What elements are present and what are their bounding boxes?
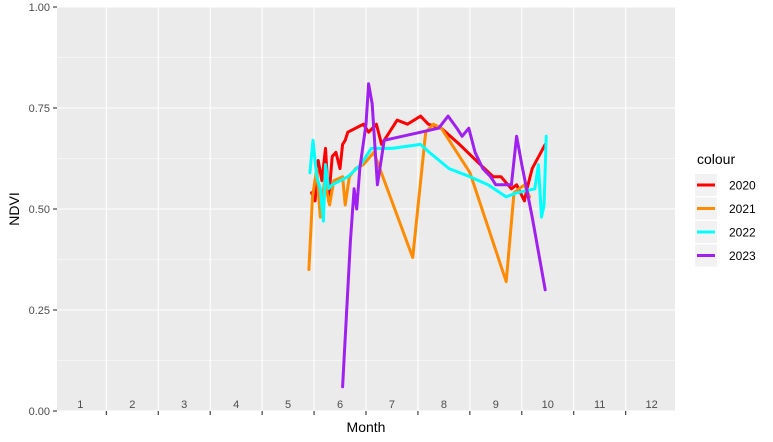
x-tick-label: 3 <box>181 399 187 411</box>
y-axis-ticks <box>53 6 57 412</box>
x-tick-label: 11 <box>594 399 605 411</box>
y-axis-title: NDVI <box>6 192 22 225</box>
legend-label-2020: 2020 <box>729 179 756 193</box>
x-tick-label: 4 <box>233 399 239 411</box>
x-tick-label: 12 <box>646 399 658 411</box>
legend-label-2021: 2021 <box>729 202 756 216</box>
legend-label-2022: 2022 <box>729 226 756 240</box>
y-tick-labels: 0.00 0.25 0.50 0.75 1.00 <box>29 2 50 418</box>
x-tick-label: 2 <box>129 399 135 411</box>
x-tick-label: 1 <box>77 399 83 411</box>
x-axis-ticks <box>105 411 627 415</box>
x-tick-label: 8 <box>441 399 447 411</box>
series-line-2022 <box>308 134 548 223</box>
x-tick-label: 6 <box>337 399 343 411</box>
x-tick-label: 7 <box>389 399 395 411</box>
x-tick-label: 5 <box>285 399 291 411</box>
series-line-2023 <box>341 82 547 389</box>
legend: colour 2020 2021 2022 2023 <box>695 151 756 267</box>
x-tick-label: 9 <box>493 399 499 411</box>
y-tick-label: 1.00 <box>29 2 50 14</box>
x-tick-labels: 1 2 3 4 5 6 7 8 9 10 11 12 <box>77 399 657 411</box>
x-axis-title: Month <box>347 419 386 435</box>
x-tick-label: 10 <box>542 399 554 411</box>
series-lines <box>307 82 548 389</box>
legend-title: colour <box>697 151 735 167</box>
y-tick-label: 0.50 <box>29 204 50 216</box>
y-tick-label: 0.00 <box>29 406 50 418</box>
legend-items: 2020 2021 2022 2023 <box>695 174 756 267</box>
y-tick-label: 0.75 <box>29 103 50 115</box>
legend-label-2023: 2023 <box>729 249 756 263</box>
y-tick-label: 0.25 <box>29 305 50 317</box>
